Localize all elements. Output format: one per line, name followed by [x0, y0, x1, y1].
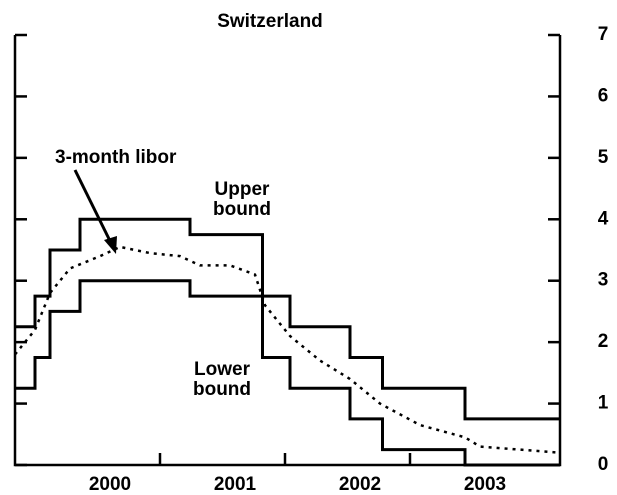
series-line — [15, 279, 560, 467]
y-tick-label: 3 — [598, 270, 609, 291]
x-tick-label: 2003 — [464, 474, 506, 495]
y-tick-label: 5 — [598, 147, 609, 168]
chart-title: Switzerland — [217, 11, 323, 32]
annotation: Upper — [215, 179, 271, 200]
arrow-head — [104, 236, 117, 254]
x-tick-label: 2001 — [214, 474, 257, 495]
annotation: 3-month libor — [55, 147, 177, 168]
x-tick-label: 2000 — [89, 474, 131, 495]
y-tick-label: 0 — [598, 454, 609, 475]
axis-frame — [13, 35, 562, 467]
x-tick-label: 2002 — [339, 474, 381, 495]
annotation-arrow — [73, 169, 114, 246]
y-tick-label: 2 — [598, 331, 609, 352]
annotation: Lower — [194, 359, 251, 380]
y-tick-label: 4 — [598, 208, 609, 229]
series-line — [14, 245, 561, 454]
annotation: bound — [213, 199, 271, 220]
annotation: bound — [193, 379, 251, 400]
y-tick-label: 7 — [598, 24, 609, 45]
y-tick-label: 1 — [598, 393, 609, 414]
y-tick-label: 6 — [598, 85, 609, 106]
series-line — [15, 217, 560, 421]
